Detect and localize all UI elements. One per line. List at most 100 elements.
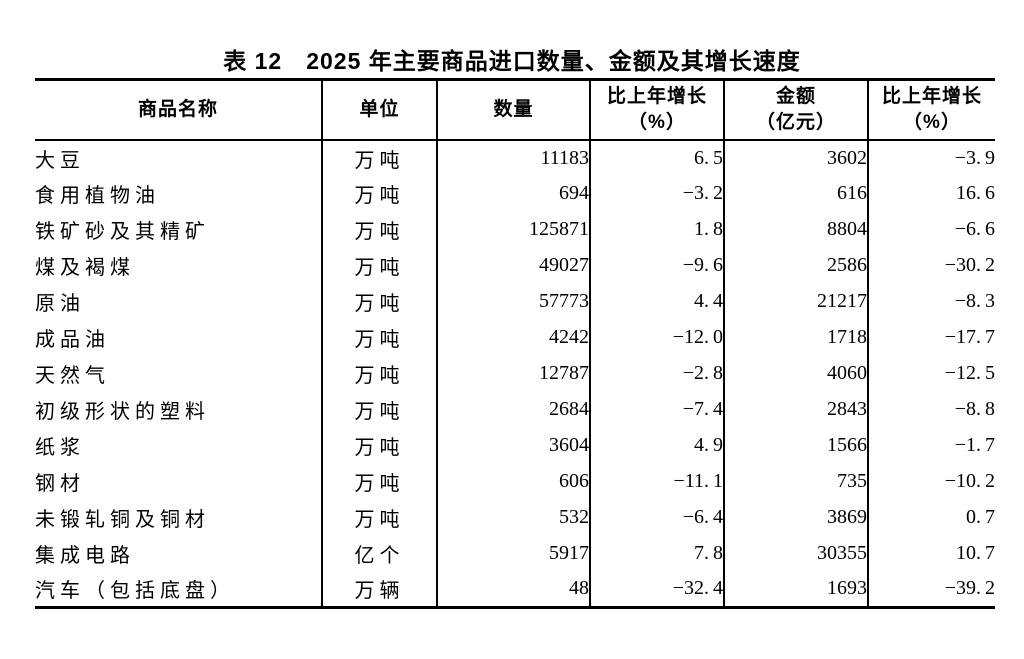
cell-amount-growth: −8. 8 (954, 398, 995, 420)
column-header-amount: 金额 （亿元） (724, 79, 869, 141)
cell-quantity-growth: −12. 0 (590, 319, 725, 356)
cell-amount-growth: −30. 2 (944, 254, 995, 276)
cell-quantity-growth: −2. 8 (590, 355, 725, 392)
cell-quantity-growth: −3. 2 (590, 175, 725, 212)
cell-unit: 万吨 (322, 499, 438, 536)
imports-table: 商品名称 单位 数量 比上年增长 （%） 金额 （亿元） 比上年增长 （%） 大豆 万吨 11183… (35, 78, 995, 609)
cell-name: 原油 (35, 283, 323, 320)
table-row: 初级形状的塑料 万吨 2684 −7. 4 2843 −8. 8 (35, 391, 995, 428)
cell-name: 汽车（包括底盘） (35, 571, 323, 608)
cell-quantity: 11183 (437, 139, 591, 176)
cell-amount-growth: −12. 5 (944, 362, 995, 384)
cell-quantity-growth: −32. 4 (590, 571, 725, 608)
cell-amount: 4060 (724, 355, 869, 392)
cell-amount: 3602 (724, 139, 869, 176)
table-row: 汽车（包括底盘） 万辆 48 −32. 4 1693 −39. 2 (35, 571, 995, 608)
cell-amount: 30355 (724, 535, 869, 572)
cell-amount: 735 (724, 463, 869, 500)
table-number: 表 12 (223, 48, 283, 74)
table-row: 原油 万吨 57773 4. 4 21217 −8. 3 (35, 283, 995, 320)
cell-quantity-growth: 7. 8 (590, 535, 725, 572)
cell-unit: 亿个 (322, 535, 438, 572)
cell-quantity-growth: 4. 4 (590, 283, 725, 320)
column-header-amount-growth: 比上年增长 （%） (868, 79, 995, 141)
cell-quantity: 532 (437, 499, 591, 536)
column-header-name: 商品名称 (35, 79, 323, 141)
table-header: 商品名称 单位 数量 比上年增长 （%） 金额 （亿元） 比上年增长 （%） (35, 79, 995, 141)
cell-name: 铁矿砂及其精矿 (35, 211, 323, 248)
cell-quantity-growth: −6. 4 (590, 499, 725, 536)
cell-unit: 万吨 (322, 427, 438, 464)
cell-unit: 万吨 (322, 391, 438, 428)
cell-quantity: 694 (437, 175, 591, 212)
cell-name: 未锻轧铜及铜材 (35, 499, 323, 536)
cell-unit: 万吨 (322, 463, 438, 500)
cell-name: 初级形状的塑料 (35, 391, 323, 428)
cell-amount: 21217 (724, 283, 869, 320)
cell-quantity: 12787 (437, 355, 591, 392)
cell-amount-growth: −39. 2 (944, 577, 995, 600)
column-header-quantity: 数量 (437, 79, 591, 141)
cell-name: 纸浆 (35, 427, 323, 464)
table-row: 未锻轧铜及铜材 万吨 532 −6. 4 3869 0. 7 (35, 499, 995, 536)
cell-amount: 1693 (724, 571, 869, 608)
cell-name: 集成电路 (35, 535, 323, 572)
cell-unit: 万辆 (322, 571, 438, 608)
cell-amount: 2843 (724, 391, 869, 428)
cell-name: 大豆 (35, 139, 323, 176)
cell-amount: 2586 (724, 247, 869, 284)
cell-unit: 万吨 (322, 319, 438, 356)
cell-quantity: 2684 (437, 391, 591, 428)
column-header-unit: 单位 (322, 79, 438, 141)
cell-amount-growth: −6. 6 (954, 218, 995, 240)
cell-quantity-growth: −7. 4 (590, 391, 725, 428)
table-row: 集成电路 亿个 5917 7. 8 30355 10. 7 (35, 535, 995, 572)
table-row: 钢材 万吨 606 −11. 1 735 −10. 2 (35, 463, 995, 500)
table-header-row: 商品名称 单位 数量 比上年增长 （%） 金额 （亿元） 比上年增长 （%） (35, 79, 995, 141)
table-row: 成品油 万吨 4242 −12. 0 1718 −17. 7 (35, 319, 995, 356)
cell-unit: 万吨 (322, 211, 438, 248)
cell-amount-growth: 10. 7 (955, 542, 995, 564)
cell-amount-growth: −8. 3 (954, 290, 995, 312)
cell-unit: 万吨 (322, 283, 438, 320)
cell-quantity-growth: −11. 1 (590, 463, 725, 500)
cell-amount-growth: −17. 7 (944, 326, 995, 348)
column-header-quantity-growth: 比上年增长 （%） (590, 79, 725, 141)
cell-amount-growth: 16. 6 (955, 182, 995, 204)
cell-amount-growth: −10. 2 (944, 470, 995, 492)
table-row: 大豆 万吨 11183 6. 5 3602 −3. 9 (35, 139, 995, 176)
cell-name: 天然气 (35, 355, 323, 392)
table-row: 纸浆 万吨 3604 4. 9 1566 −1. 7 (35, 427, 995, 464)
table-row: 铁矿砂及其精矿 万吨 125871 1. 8 8804 −6. 6 (35, 211, 995, 248)
cell-unit: 万吨 (322, 247, 438, 284)
cell-quantity-growth: 6. 5 (590, 139, 725, 176)
cell-amount: 8804 (724, 211, 869, 248)
cell-quantity-growth: −9. 6 (590, 247, 725, 284)
cell-quantity-growth: 4. 9 (590, 427, 725, 464)
table-title: 表 12 2025 年主要商品进口数量、金额及其增长速度 (0, 42, 1024, 76)
table-row: 食用植物油 万吨 694 −3. 2 616 16. 6 (35, 175, 995, 212)
cell-name: 煤及褐煤 (35, 247, 323, 284)
cell-amount-growth: −3. 9 (954, 146, 995, 169)
cell-amount-growth: −1. 7 (954, 434, 995, 456)
table-row: 煤及褐煤 万吨 49027 −9. 6 2586 −30. 2 (35, 247, 995, 284)
cell-unit: 万吨 (322, 175, 438, 212)
cell-amount-growth: 0. 7 (965, 506, 995, 528)
cell-quantity: 49027 (437, 247, 591, 284)
cell-unit: 万吨 (322, 355, 438, 392)
cell-amount: 3869 (724, 499, 869, 536)
table-row: 天然气 万吨 12787 −2. 8 4060 −12. 5 (35, 355, 995, 392)
cell-quantity: 3604 (437, 427, 591, 464)
cell-amount: 1718 (724, 319, 869, 356)
cell-quantity: 5917 (437, 535, 591, 572)
cell-quantity: 48 (437, 571, 591, 608)
cell-quantity: 606 (437, 463, 591, 500)
cell-quantity: 4242 (437, 319, 591, 356)
cell-unit: 万吨 (322, 139, 438, 176)
cell-quantity-growth: 1. 8 (590, 211, 725, 248)
cell-name: 钢材 (35, 463, 323, 500)
cell-amount: 616 (724, 175, 869, 212)
cell-quantity: 125871 (437, 211, 591, 248)
cell-name: 成品油 (35, 319, 323, 356)
